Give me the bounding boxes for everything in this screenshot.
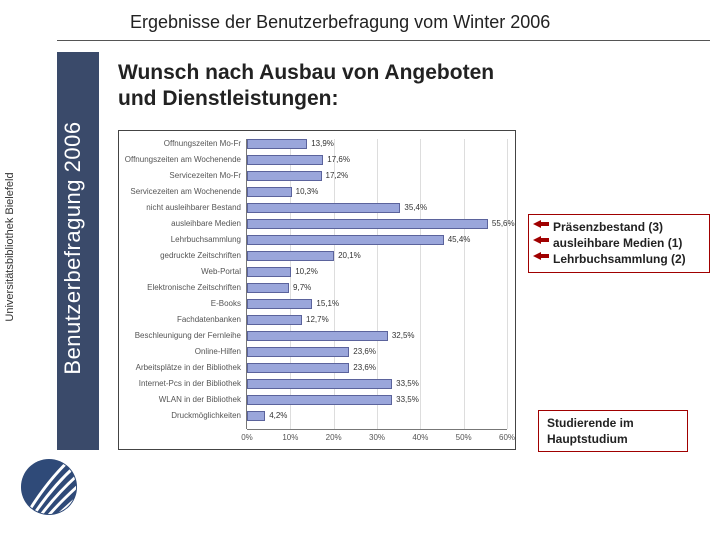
chart-bar xyxy=(247,235,444,245)
chart-category-label: Online-Hilfen xyxy=(119,348,241,356)
chart-category-label: Elektronische Zeitschriften xyxy=(119,284,241,292)
callout-ranking: Präsenzbestand (3)ausleihbare Medien (1)… xyxy=(528,214,710,273)
chart-category-label: Arbeitsplätze in der Bibliothek xyxy=(119,364,241,372)
chart-category-label: Servicezeiten Mo-Fr xyxy=(119,172,241,180)
content-heading-l2: und Dienstleistungen: xyxy=(118,87,339,110)
header-divider xyxy=(57,40,710,41)
chart-x-tick-label: 60% xyxy=(499,433,515,442)
arrow-left-icon xyxy=(533,236,549,244)
chart-category-label: Fachdatenbanken xyxy=(119,316,241,324)
chart-category-label: ausleihbare Medien xyxy=(119,220,241,228)
chart-x-tick-label: 30% xyxy=(369,433,385,442)
content-heading-l1: Wunsch nach Ausbau von Angeboten xyxy=(118,61,494,84)
chart-category-label: WLAN in der Bibliothek xyxy=(119,396,241,404)
callout-group: Studierende imHauptstudium xyxy=(538,410,688,452)
callout-line: Studierende im xyxy=(547,415,681,431)
arrow-left-icon xyxy=(533,252,549,260)
chart-x-tick-label: 20% xyxy=(326,433,342,442)
chart-value-label: 15,1% xyxy=(316,300,339,308)
chart-value-label: 32,5% xyxy=(392,332,415,340)
chart-bar xyxy=(247,299,312,309)
chart-bar xyxy=(247,363,349,373)
slide-root: Ergebnisse der Benutzerbefragung vom Win… xyxy=(0,0,720,540)
chart-bar xyxy=(247,171,322,181)
callout-line: Hauptstudium xyxy=(547,431,681,447)
chart-value-label: 45,4% xyxy=(448,236,471,244)
chart-category-label: Beschleunigung der Fernleihe xyxy=(119,332,241,340)
chart-bar xyxy=(247,347,349,357)
chart-x-tick-label: 40% xyxy=(412,433,428,442)
chart-bar xyxy=(247,315,302,325)
chart-x-tick-label: 0% xyxy=(241,433,253,442)
callout-line: Lehrbuchsammlung (2) xyxy=(553,251,703,267)
chart-category-label: Lehrbuchsammlung xyxy=(119,236,241,244)
chart-category-label: Web-Portal xyxy=(119,268,241,276)
chart-bar xyxy=(247,411,265,421)
chart-category-label: Öffnungszeiten Mo-Fr xyxy=(119,140,241,148)
chart-gridline xyxy=(464,139,465,429)
chart-value-label: 23,6% xyxy=(353,348,376,356)
chart-value-label: 33,5% xyxy=(396,380,419,388)
chart-bar xyxy=(247,203,400,213)
chart-container: 0% 10% 20% 30% 40% 50% 60% Öffnungszeiten Mo-Fr… xyxy=(118,130,516,450)
library-logo-icon xyxy=(20,458,78,516)
chart-value-label: 10,2% xyxy=(295,268,318,276)
chart-bar xyxy=(247,155,323,165)
chart-x-tick-label: 10% xyxy=(282,433,298,442)
page-title: Ergebnisse der Benutzerbefragung vom Win… xyxy=(130,12,710,33)
chart-category-label: E-Books xyxy=(119,300,241,308)
chart-value-label: 35,4% xyxy=(404,204,427,212)
chart-value-label: 17,6% xyxy=(327,156,350,164)
chart-value-label: 33,5% xyxy=(396,396,419,404)
chart-value-label: 12,7% xyxy=(306,316,329,324)
chart-bar xyxy=(247,187,292,197)
chart-category-label: Servicezeiten am Wochenende xyxy=(119,188,241,196)
chart-bar xyxy=(247,219,488,229)
callout-line: ausleihbare Medien (1) xyxy=(553,235,703,251)
chart-category-label: gedruckte Zeitschriften xyxy=(119,252,241,260)
chart-value-label: 17,2% xyxy=(326,172,349,180)
chart-gridline xyxy=(507,139,508,429)
chart-bar xyxy=(247,395,392,405)
chart-category-label: nicht ausleihbarer Bestand xyxy=(119,204,241,212)
chart-bar xyxy=(247,267,291,277)
chart-value-label: 55,6% xyxy=(492,220,515,228)
chart-gridline xyxy=(420,139,421,429)
chart-value-label: 9,7% xyxy=(293,284,311,292)
chart-bar xyxy=(247,139,307,149)
chart-x-tick-label: 50% xyxy=(456,433,472,442)
chart-category-label: Öffnungszeiten am Wochenende xyxy=(119,156,241,164)
chart-bar xyxy=(247,251,334,261)
chart-value-label: 23,6% xyxy=(353,364,376,372)
callout-line: Präsenzbestand (3) xyxy=(553,219,703,235)
chart-bar xyxy=(247,379,392,389)
sidebar-institution: Universitätsbibliothek Bielefeld xyxy=(4,52,16,442)
chart-value-label: 20,1% xyxy=(338,252,361,260)
chart-value-label: 10,3% xyxy=(296,188,319,196)
sidebar-band-text: Benutzerbefragung 2006 xyxy=(60,58,86,438)
chart-bar xyxy=(247,283,289,293)
chart-x-axis xyxy=(247,429,507,430)
content-heading: Wunsch nach Ausbau von Angeboten und Die… xyxy=(118,60,494,113)
chart-category-label: Druckmöglichkeiten xyxy=(119,412,241,420)
chart-category-label: Internet-Pcs in der Bibliothek xyxy=(119,380,241,388)
arrow-left-icon xyxy=(533,220,549,228)
chart-value-label: 13,9% xyxy=(311,140,334,148)
chart-value-label: 4,2% xyxy=(269,412,287,420)
chart-bar xyxy=(247,331,388,341)
